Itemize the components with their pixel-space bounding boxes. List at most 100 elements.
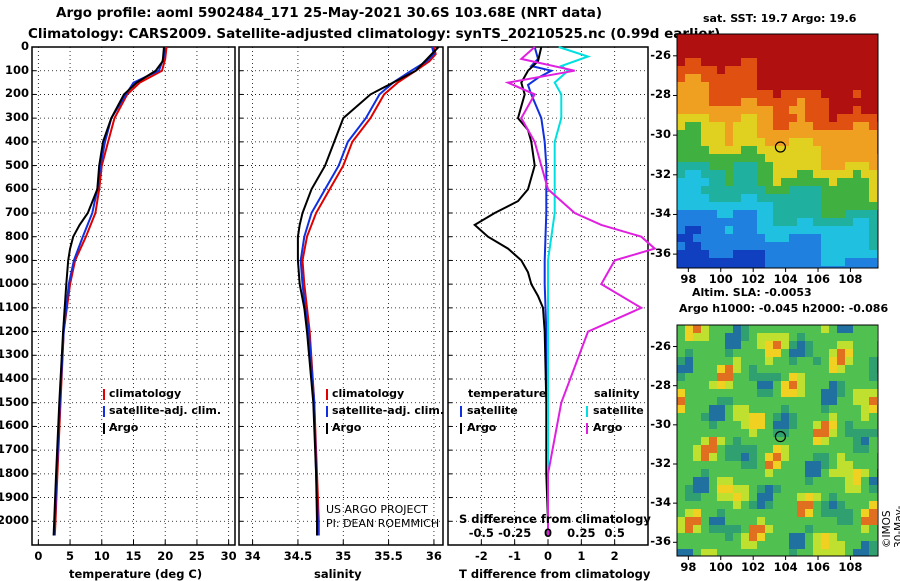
map-cell — [717, 333, 725, 341]
map-cell — [757, 122, 765, 130]
map-cell — [861, 501, 869, 509]
map-cell — [725, 525, 733, 533]
map-cell — [797, 170, 805, 178]
map-cell — [749, 122, 757, 130]
lon-label-98: 98 — [680, 272, 697, 286]
map-cell — [757, 525, 765, 533]
map-cell — [797, 74, 805, 82]
map-cell — [813, 373, 821, 381]
map-cell — [829, 453, 837, 461]
map-cell — [781, 58, 789, 66]
map-cell — [701, 429, 709, 437]
map-cell — [709, 549, 717, 556]
map-cell — [741, 34, 749, 42]
legend-swatch-s-satellite — [586, 405, 588, 417]
map-cell — [749, 242, 757, 250]
map-cell — [845, 437, 853, 445]
map-cell — [781, 106, 789, 114]
map-cell — [701, 549, 709, 556]
map-cell — [821, 154, 829, 162]
map-cell — [765, 461, 773, 469]
map-cell — [797, 517, 805, 525]
map-cell — [773, 349, 781, 357]
map-cell — [861, 90, 869, 98]
map-cell — [829, 218, 837, 226]
map-cell — [805, 202, 813, 210]
map-cell — [853, 146, 861, 154]
map-cell — [821, 389, 829, 397]
map-cell — [685, 50, 693, 58]
map-cell — [693, 146, 701, 154]
map-cell — [789, 341, 797, 349]
map-cell — [757, 413, 765, 421]
map-cell — [861, 485, 869, 493]
map-cell — [781, 485, 789, 493]
map-cell — [805, 122, 813, 130]
map-cell — [845, 266, 853, 268]
map-cell — [693, 74, 701, 82]
map-cell — [709, 437, 717, 445]
map-cell — [685, 373, 693, 381]
map-cell — [837, 250, 845, 258]
map-cell — [749, 154, 757, 162]
map-cell — [725, 58, 733, 66]
map-cell — [861, 170, 869, 178]
map-cell — [693, 250, 701, 258]
map-cell — [797, 58, 805, 66]
map-cell — [749, 509, 757, 517]
map-cell — [861, 154, 869, 162]
map-cell — [741, 525, 749, 533]
map-cell — [861, 138, 869, 146]
map-cell — [789, 365, 797, 373]
map-cell — [773, 266, 781, 268]
map-cell — [749, 58, 757, 66]
map-cell — [781, 122, 789, 130]
map-cell — [749, 517, 757, 525]
map-cell — [861, 130, 869, 138]
map-cell — [813, 477, 821, 485]
map-cell — [869, 170, 877, 178]
map-cell — [765, 266, 773, 268]
depth-tick-1200: 1200 — [0, 323, 29, 338]
difference-xtick-label--1: -1 — [508, 549, 522, 563]
map-cell — [709, 66, 717, 74]
map-cell — [829, 146, 837, 154]
map-cell — [765, 421, 773, 429]
map-cell — [797, 194, 805, 202]
map-cell — [837, 453, 845, 461]
map-cell — [717, 210, 725, 218]
map-cell — [797, 50, 805, 58]
map-cell — [677, 138, 685, 146]
map-cell — [781, 50, 789, 58]
map-cell — [813, 90, 821, 98]
map-cell — [725, 194, 733, 202]
map-cell — [725, 234, 733, 242]
map-cell — [693, 154, 701, 162]
map-cell — [733, 266, 741, 268]
lat-label--26: -26 — [650, 338, 671, 353]
map-cell — [717, 170, 725, 178]
map-cell — [733, 349, 741, 357]
map-cell — [701, 469, 709, 477]
map-cell — [725, 138, 733, 146]
map-cell — [813, 82, 821, 90]
map-cell — [725, 493, 733, 501]
map-cell — [861, 162, 869, 170]
map-cell — [869, 493, 877, 501]
map-cell — [813, 170, 821, 178]
map-cell — [861, 445, 869, 453]
map-cell — [741, 210, 749, 218]
lat-label--28: -28 — [650, 377, 671, 392]
map-cell — [741, 130, 749, 138]
map-cell — [677, 445, 685, 453]
map-cell — [861, 210, 869, 218]
map-cell — [837, 485, 845, 493]
map-cell — [781, 461, 789, 469]
map-cell — [677, 325, 685, 333]
map-cell — [693, 341, 701, 349]
map-cell — [725, 170, 733, 178]
map-cell — [797, 146, 805, 154]
map-cell — [837, 549, 845, 556]
map-cell — [837, 82, 845, 90]
map-cell — [733, 397, 741, 405]
